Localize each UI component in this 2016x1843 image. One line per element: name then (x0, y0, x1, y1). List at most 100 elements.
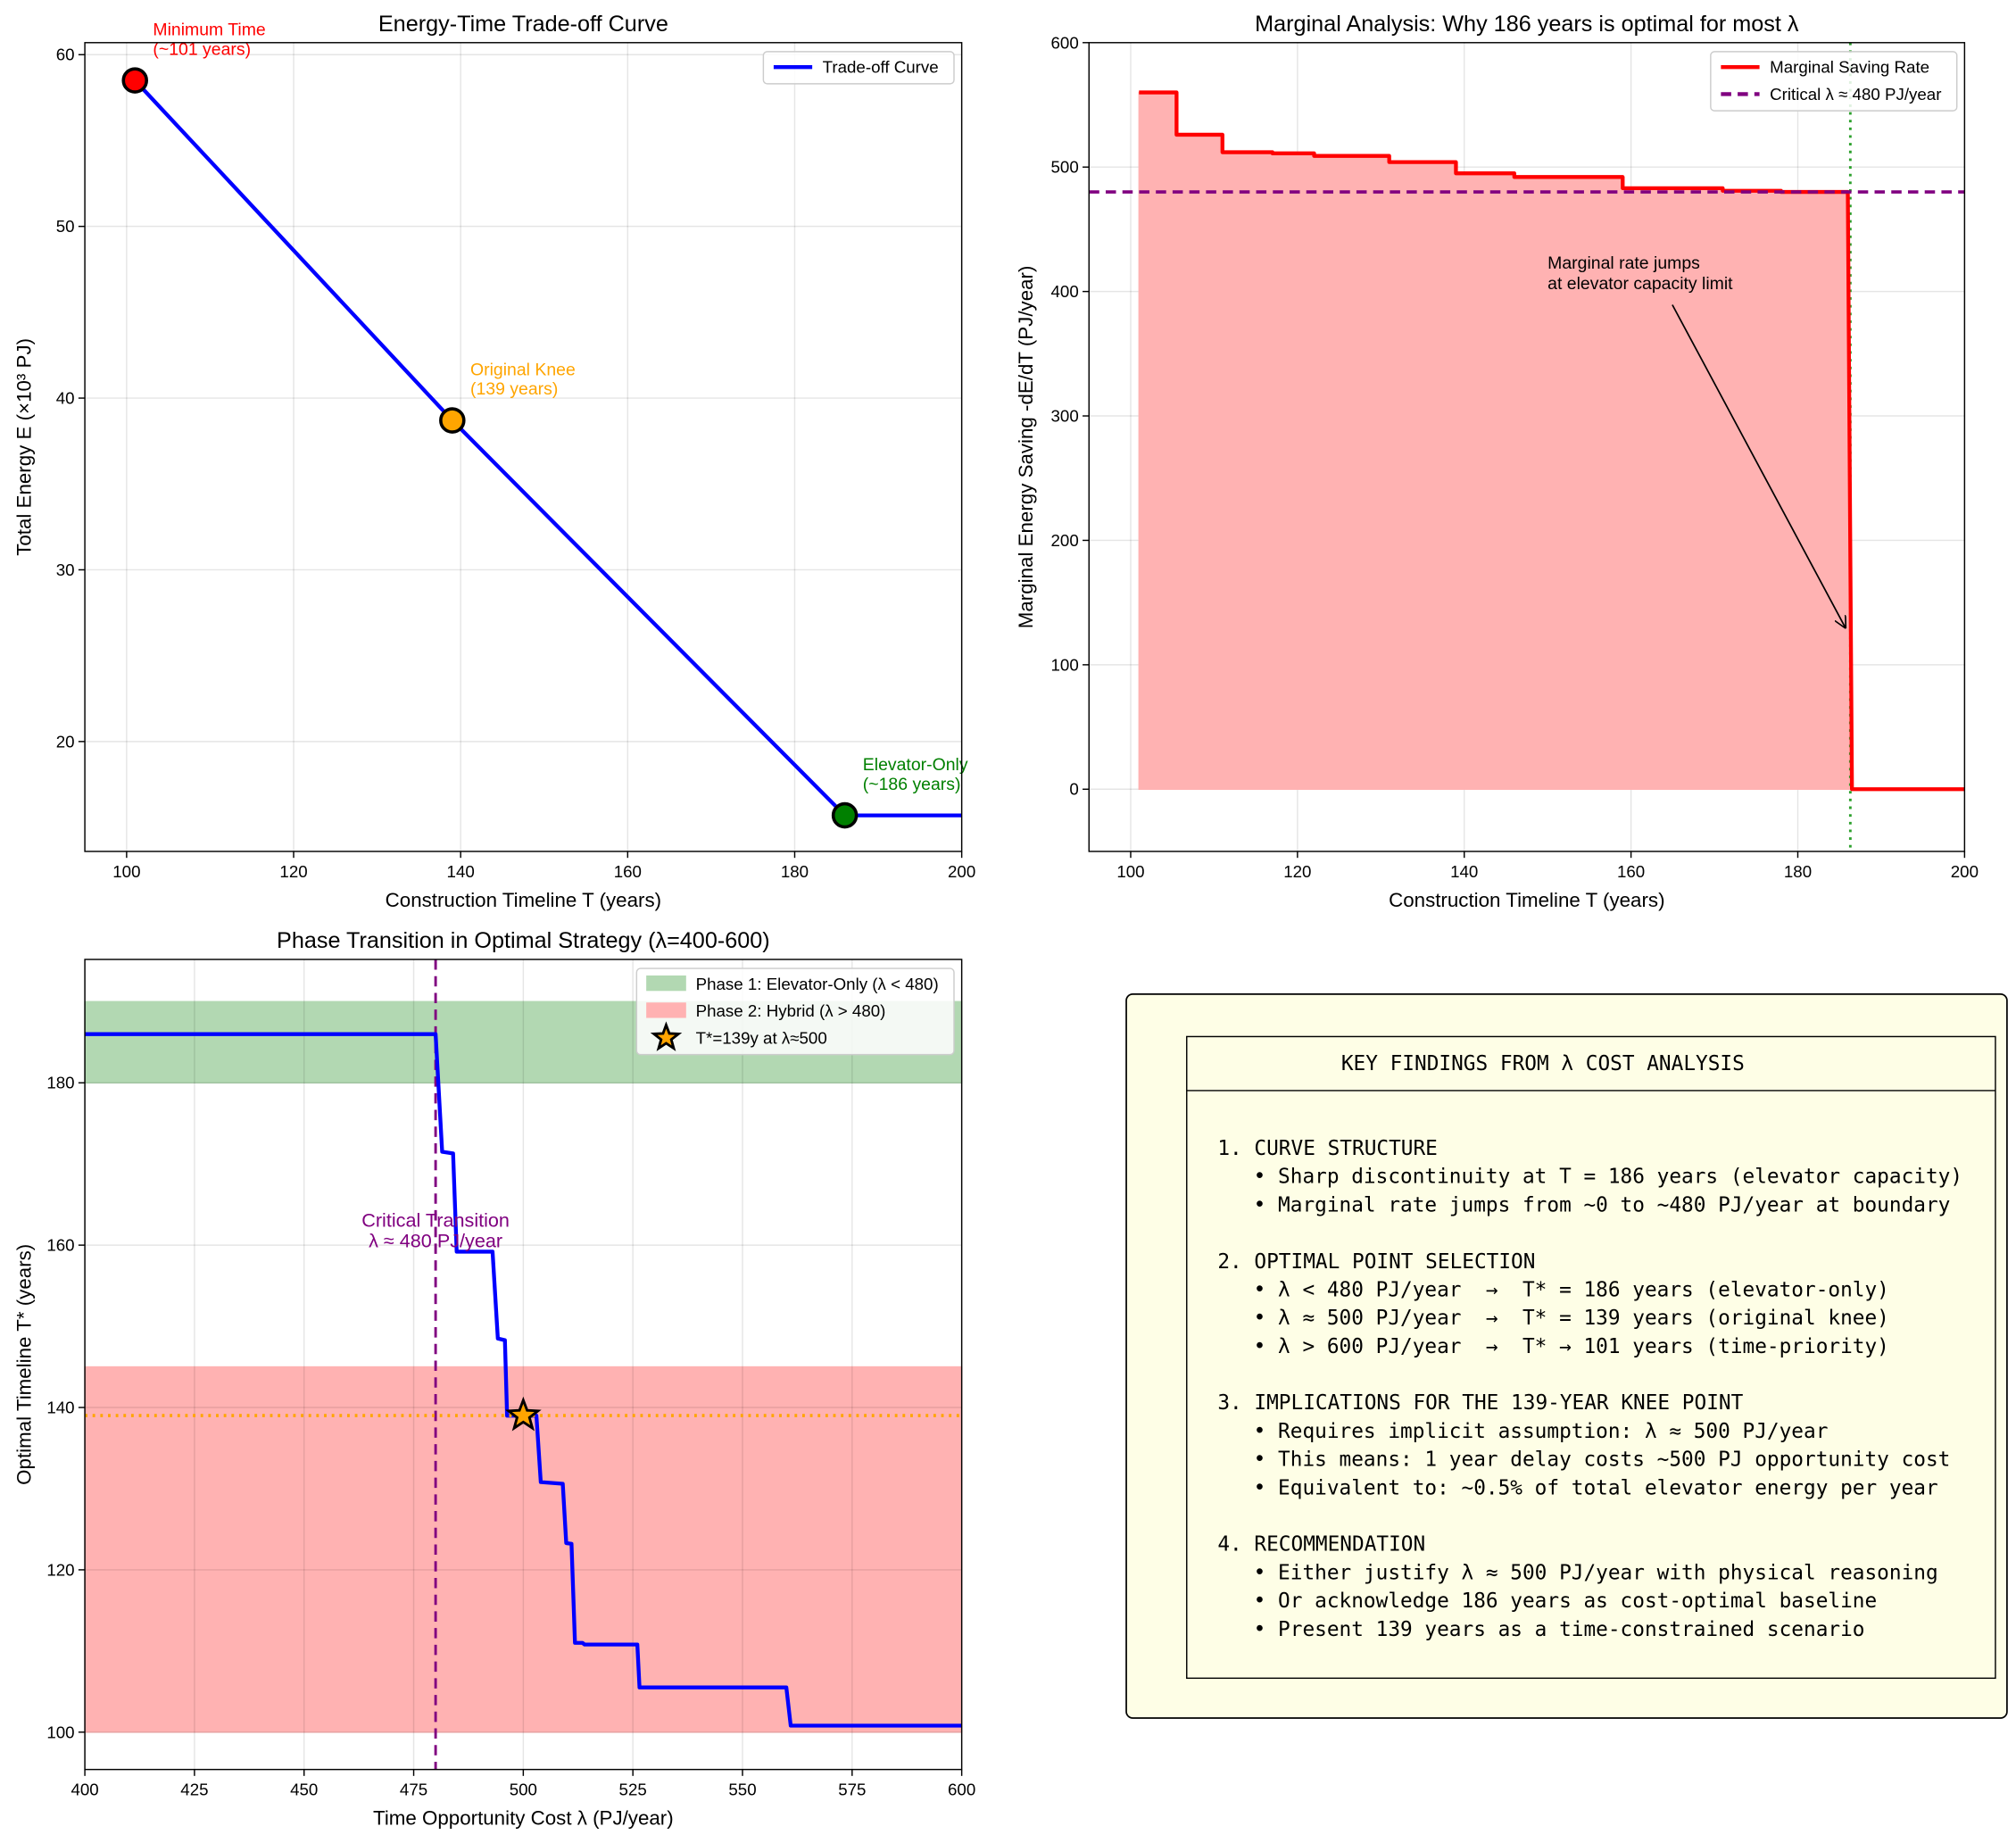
annotation-line: λ ≈ 480 PJ/year (369, 1230, 502, 1252)
legend: Marginal Saving Rate Critical λ ≈ 480 PJ/… (1710, 51, 1958, 112)
finding-item: • λ > 600 PJ/year → T* → 101 years (time… (1254, 1335, 1889, 1358)
legend-label: Critical λ ≈ 480 PJ/year (1770, 85, 1941, 104)
point-marker (831, 801, 859, 829)
x-tick-label: 600 (948, 1780, 975, 1798)
y-tick-label: 60 (56, 46, 75, 64)
finding-item: • Marginal rate jumps from ~0 to ~480 PJ… (1254, 1193, 1951, 1216)
legend-label: Marginal Saving Rate (1770, 58, 1929, 77)
point-label: Elevator-Only (~186 years) (863, 755, 968, 794)
x-tick-label: 525 (619, 1780, 647, 1798)
x-tick-label: 475 (400, 1780, 427, 1798)
y-tick-label: 30 (56, 560, 75, 579)
findings-title: KEY FINDINGS FROM λ COST ANALYSIS (1341, 1052, 1745, 1075)
annotation-arrow (1672, 304, 1846, 627)
finding-item: • λ ≈ 500 PJ/year → T* = 139 years (orig… (1254, 1307, 1889, 1330)
area (1138, 91, 1965, 790)
data-line (133, 79, 962, 818)
point-marker (439, 407, 466, 434)
legend-box (635, 967, 955, 1056)
x-tick-label: 200 (948, 862, 975, 881)
y-tick-label: 120 (46, 1560, 74, 1579)
plot-frame (84, 959, 963, 1771)
finding-item: • Equivalent to: ~0.5% of total elevator… (1254, 1476, 1938, 1499)
annotation-line: at elevator capacity limit (1547, 274, 1733, 294)
y-tick-label: 600 (1051, 33, 1079, 52)
x-tick-label: 140 (1450, 862, 1478, 881)
annotation: Critical Transition λ ≈ 480 PJ/year (361, 1209, 510, 1252)
data-line (85, 1032, 962, 1728)
finding-item: • Requires implicit assumption: λ ≈ 500 … (1254, 1420, 1829, 1443)
x-tick-label: 450 (290, 1780, 318, 1798)
legend-swatch (646, 975, 686, 992)
y-tick-label: 400 (1051, 282, 1079, 301)
legend-swatch (650, 1021, 683, 1051)
legend: Phase 1: Elevator-Only (λ < 480) Phase 2:… (635, 967, 955, 1056)
y-tick-label: 180 (46, 1074, 74, 1092)
annotation-line: Critical Transition (361, 1209, 510, 1232)
y-tick-label: 50 (56, 217, 75, 236)
y-tick-label: 300 (1051, 407, 1079, 426)
point-label-line: Minimum Time (153, 21, 265, 40)
plot-frame (1088, 42, 1966, 852)
x-tick-label: 100 (1116, 862, 1144, 881)
point-label-line: (139 years) (470, 379, 558, 399)
findings-panel (1125, 993, 2008, 1719)
point-label-line: (~186 years) (863, 775, 961, 794)
chart-title: Energy-Time Trade-off Curve (378, 12, 668, 37)
point-label-line: Elevator-Only (863, 755, 968, 775)
section-heading: 2. OPTIMAL POINT SELECTION (1217, 1250, 1535, 1274)
x-tick-label: 180 (781, 862, 809, 881)
chart-title: Phase Transition in Optimal Strategy (λ=… (277, 928, 770, 953)
star-marker (505, 1396, 542, 1432)
x-axis-label: Construction Timeline T (years) (1389, 889, 1664, 911)
point-marker (121, 67, 148, 94)
y-axis-label: Marginal Energy Saving -dE/dT (PJ/year) (1015, 266, 1037, 629)
legend-label: Phase 1: Elevator-Only (λ < 480) (696, 975, 939, 993)
finding-item: • Or acknowledge 186 years as cost-optim… (1254, 1590, 1878, 1613)
x-tick-label: 200 (1951, 862, 1979, 881)
finding-item: • λ < 480 PJ/year → T* = 186 years (elev… (1254, 1278, 1889, 1301)
x-tick-label: 160 (614, 862, 642, 881)
y-tick-label: 100 (1051, 655, 1079, 674)
y-tick-label: 0 (1069, 780, 1078, 799)
x-tick-label: 120 (1283, 862, 1311, 881)
section-heading: 1. CURVE STRUCTURE (1217, 1137, 1438, 1160)
y-tick-label: 140 (46, 1399, 74, 1417)
y-tick-label: 500 (1051, 158, 1079, 177)
point-label: Original Knee (139 years) (470, 361, 576, 400)
point-label-line: Original Knee (470, 361, 576, 380)
y-tick-label: 40 (56, 389, 75, 408)
x-tick-label: 500 (510, 1780, 537, 1798)
x-tick-label: 120 (279, 862, 307, 881)
x-tick-label: 100 (112, 862, 140, 881)
x-tick-label: 180 (1784, 862, 1812, 881)
point-label-line: (~101 years) (153, 39, 251, 59)
annotation-line: Marginal rate jumps (1547, 253, 1700, 273)
x-tick-label: 160 (1617, 862, 1645, 881)
x-tick-label: 425 (180, 1780, 208, 1798)
x-tick-label: 140 (447, 862, 475, 881)
y-tick-label: 200 (1051, 531, 1079, 550)
point-label: Minimum Time (~101 years) (153, 21, 265, 60)
band (84, 1366, 963, 1733)
finding-item: • Either justify λ ≈ 500 PJ/year with ph… (1254, 1561, 1938, 1584)
finding-item: • Sharp discontinuity at T = 186 years (… (1254, 1166, 1962, 1189)
y-tick-label: 160 (46, 1236, 74, 1255)
legend: Trade-off Curve (762, 51, 955, 85)
legend-label: Trade-off Curve (823, 58, 939, 77)
x-axis-label: Time Opportunity Cost λ (PJ/year) (373, 1807, 674, 1830)
y-tick-label: 20 (56, 732, 75, 751)
section-heading: 3. IMPLICATIONS FOR THE 139-YEAR KNEE PO… (1217, 1391, 1743, 1415)
legend-swatch (646, 1002, 686, 1018)
y-tick-label: 100 (46, 1723, 74, 1741)
legend-box (1710, 51, 1958, 112)
findings-frame (1186, 1035, 1996, 1680)
x-tick-label: 550 (728, 1780, 756, 1798)
y-axis-label: Total Energy E (×10³ PJ) (13, 338, 36, 556)
section-heading: 4. RECOMMENDATION (1217, 1533, 1425, 1557)
legend-label: Phase 2: Hybrid (λ > 480) (696, 1001, 886, 1020)
y-axis-label: Optimal Timeline T* (years) (13, 1244, 36, 1485)
plot-frame (84, 42, 963, 852)
legend-label: T*=139y at λ≈500 (696, 1028, 827, 1047)
